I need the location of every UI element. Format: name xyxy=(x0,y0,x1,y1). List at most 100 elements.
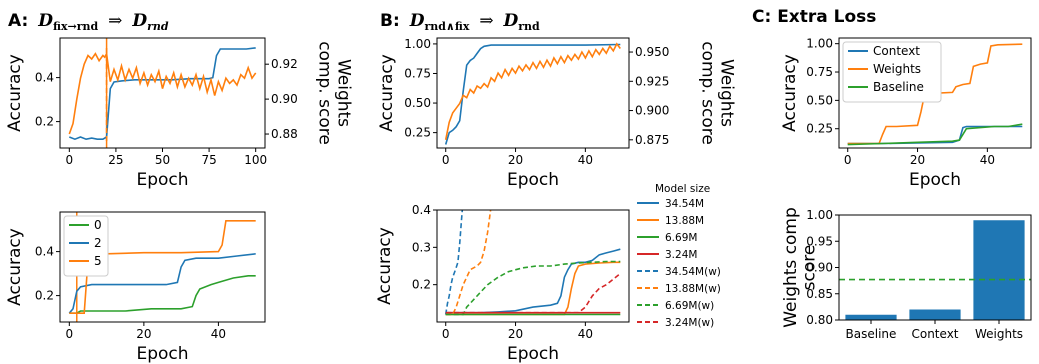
x-tick-label: 40 xyxy=(578,327,593,341)
y-axis-label-line: score xyxy=(799,245,819,291)
legend-label: 13.88M(w) xyxy=(665,283,721,295)
x-tick-label: Baseline xyxy=(846,327,897,341)
series-line-left-0 xyxy=(69,47,256,141)
y2-axis-label: Weightscomp. score xyxy=(698,41,737,145)
series-line-6.69M(w) xyxy=(445,260,621,316)
y-tick-label: 0.50 xyxy=(404,96,431,110)
x-tick-label: 40 xyxy=(211,327,226,341)
y2-tick-label: 0.90 xyxy=(271,92,298,106)
y2-axis-label: Weightscomp. score xyxy=(315,41,354,145)
series-line-Baseline xyxy=(847,123,1023,146)
x-tick-label: 20 xyxy=(136,327,151,341)
legend-label: Context xyxy=(873,44,920,58)
y-tick-label: 0.90 xyxy=(806,261,833,275)
y-tick-label: 0.4 xyxy=(35,71,54,85)
chart-b_top: 0 20 40 0.25 0.50 0.75 1.00 0.875 0.900 0.925 0.95… xyxy=(377,37,736,190)
legend-label: Weights xyxy=(873,62,921,76)
plot-frame xyxy=(838,37,1032,149)
x-tick-label: 20 xyxy=(910,153,925,167)
y2-tick-label: 0.900 xyxy=(635,104,669,118)
y-tick-label: 1.00 xyxy=(404,37,431,51)
panel-title-c: C: Extra Loss xyxy=(752,7,876,27)
y-tick-label: 0.4 xyxy=(35,245,54,259)
y-tick-label: 0.4 xyxy=(412,203,431,217)
legend-label: 0 xyxy=(94,218,102,232)
x-tick-label: 20 xyxy=(508,153,523,167)
series-line-left-0 xyxy=(444,43,621,145)
y-tick-label: 0.2 xyxy=(412,278,431,292)
y-axis-label: Accuracy xyxy=(5,228,25,306)
y-axis-label: Accuracy xyxy=(5,54,25,132)
legend-label: 34.54M xyxy=(665,198,704,210)
series-line-34.54M xyxy=(445,248,621,314)
y2-tick-label: 0.925 xyxy=(635,74,669,88)
series-line-13.88M(w) xyxy=(445,210,492,316)
chart-b_bottom: 0 20 40 0.2 0.3 0.4 Epoch Accuracy Model size 34.… xyxy=(375,183,721,364)
legend-label: 6.69M xyxy=(665,232,697,244)
x-axis-label: Epoch xyxy=(136,170,188,190)
y-tick-label: 1.00 xyxy=(806,37,833,51)
x-tick-label: Weights xyxy=(975,327,1023,341)
legend-label: Baseline xyxy=(873,80,924,94)
bar-baseline xyxy=(845,314,897,320)
plot-frame xyxy=(59,211,266,323)
y-tick-label: 0.3 xyxy=(412,240,431,254)
legend-title: Model size xyxy=(655,183,710,195)
x-axis-label: Epoch xyxy=(507,170,559,190)
chart-a_bottom: 0 20 40 0.2 0.4 Epoch Accuracy 0 2 5 xyxy=(5,211,266,364)
y-axis-label: Accuracy xyxy=(377,54,397,132)
panel-title-b: B: Drnd∧fix ⇒ Drnd xyxy=(380,11,540,35)
x-tick-label: 0 xyxy=(65,153,73,167)
x-tick-label: 75 xyxy=(201,153,216,167)
panel-title-a: A: Dfix→rnd ⇒ Drnd xyxy=(8,11,169,35)
legend-label: 2 xyxy=(94,236,102,250)
y2-axis-label-line: comp. score xyxy=(315,41,335,145)
x-tick-label: 50 xyxy=(155,153,170,167)
y2-axis-label-line: Weights xyxy=(716,59,736,127)
legend-label: 3.24M xyxy=(665,249,697,261)
x-axis-label: Epoch xyxy=(909,170,961,190)
x-tick-label: 20 xyxy=(508,327,523,341)
series-line-right-1 xyxy=(444,42,621,140)
y-axis-label: Weights compscore xyxy=(781,207,820,328)
y-axis-label: Accuracy xyxy=(375,227,395,305)
legend-label: 6.69M(w) xyxy=(665,300,714,312)
legend-label: 13.88M xyxy=(665,215,704,227)
series-line-3.24M(w) xyxy=(445,272,621,314)
y-tick-label: 0.75 xyxy=(806,65,833,79)
x-tick-label: Context xyxy=(911,327,958,341)
series-line-0 xyxy=(69,275,256,314)
series-line-Weights xyxy=(847,43,1023,145)
x-axis-label: Epoch xyxy=(136,344,188,364)
chart-c_top: 0 20 40 0.25 0.50 0.75 1.00 Epoch Accuracy Contex… xyxy=(780,37,1032,190)
plot-frame xyxy=(436,37,630,149)
y2-tick-label: 0.950 xyxy=(635,45,669,59)
y-tick-label: 0.25 xyxy=(404,126,431,140)
bar-weights xyxy=(973,220,1025,320)
x-tick-label: 0 xyxy=(442,327,450,341)
x-tick-label: 0 xyxy=(442,153,450,167)
y-tick-label: 0.85 xyxy=(806,287,833,301)
y2-tick-label: 0.88 xyxy=(271,127,298,141)
y-tick-label: 0.2 xyxy=(35,289,54,303)
series-line-34.54M(w) xyxy=(444,210,464,315)
series-line-right-2 xyxy=(68,51,257,135)
y2-axis-label-line: comp. score xyxy=(698,41,718,145)
y-tick-label: 0.25 xyxy=(806,122,833,136)
bar-context xyxy=(909,309,961,320)
y-axis-label-line: Weights comp xyxy=(781,207,801,328)
x-tick-label: 0 xyxy=(65,327,73,341)
chart-a_top: 0 25 50 75 100 0.2 0.4 0.88 0.90 0.92 Weightscomp.… xyxy=(5,37,354,190)
y-tick-label: 0.50 xyxy=(806,93,833,107)
legend-label: 5 xyxy=(94,254,102,268)
legend-label: 34.54M(w) xyxy=(665,266,721,278)
y-tick-label: 0.2 xyxy=(35,115,54,129)
chart-c_bottom: Baseline Context Weights 0.80 0.85 0.90 0.95 1.… xyxy=(781,207,1032,341)
x-tick-label: 40 xyxy=(578,153,593,167)
y-tick-label: 0.80 xyxy=(806,313,833,327)
y-tick-label: 1.00 xyxy=(806,208,833,222)
plot-frame xyxy=(59,37,266,149)
y-tick-label: 0.95 xyxy=(806,234,833,248)
